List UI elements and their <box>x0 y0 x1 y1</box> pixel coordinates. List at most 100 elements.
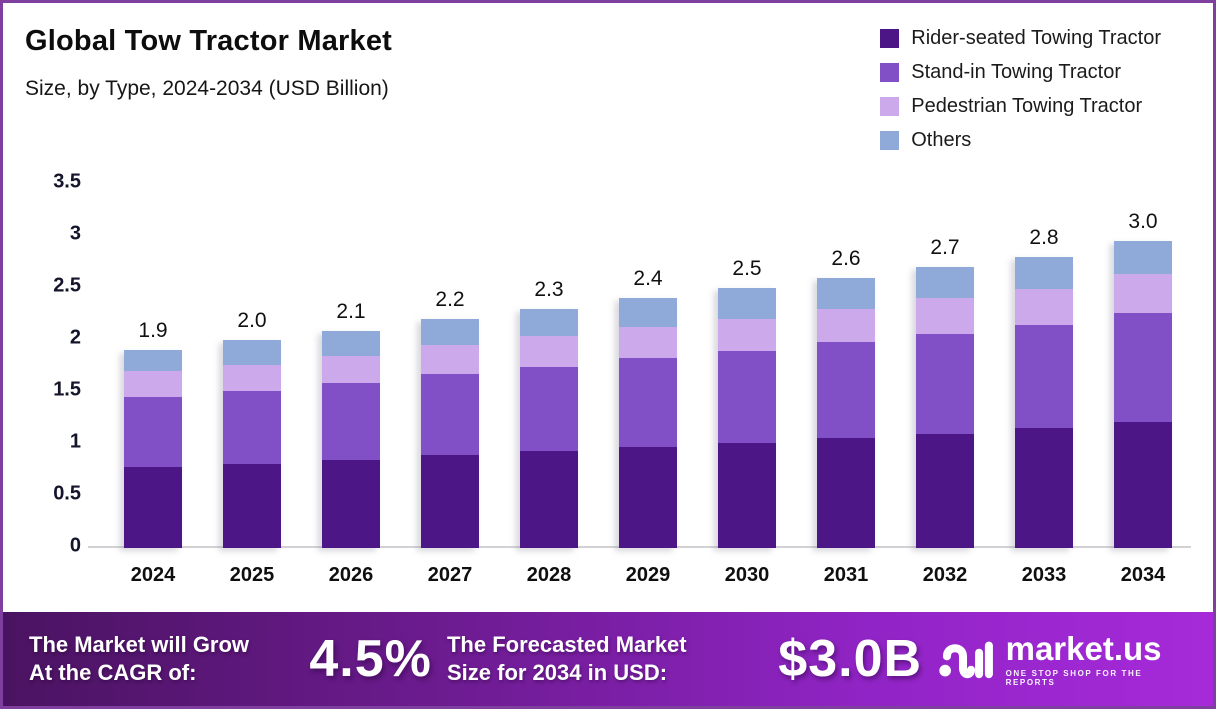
bar-segment-pedestrian <box>1015 289 1073 325</box>
x-axis-label: 2033 <box>1021 564 1067 586</box>
x-axis-label: 2030 <box>724 564 770 586</box>
bar-total-label: 3.0 <box>1128 210 1158 233</box>
forecast-value: $3.0B <box>778 630 923 688</box>
bar-stack-2033 <box>1015 257 1073 548</box>
bar-total-label: 2.6 <box>831 247 861 270</box>
bar-stack-2025 <box>223 340 281 548</box>
y-axis-tick-label: 3.5 <box>53 170 81 193</box>
bar-segment-stand-in <box>1015 324 1073 429</box>
bar-total-label: 1.9 <box>138 319 168 342</box>
bar-total-label: 2.1 <box>336 300 366 323</box>
bar-segment-pedestrian <box>322 355 380 383</box>
bar-segment-stand-in <box>421 374 479 456</box>
forecast-label: The Forecasted Market Size for 2034 in U… <box>447 631 762 687</box>
bar-total-label: 2.7 <box>930 236 960 259</box>
y-axis-tick-label: 0.5 <box>53 482 81 505</box>
x-axis-label: 2024 <box>130 564 176 586</box>
bar-segment-rider-seated <box>322 459 380 548</box>
x-axis-label: 2034 <box>1120 564 1166 586</box>
x-axis-label: 2025 <box>229 564 275 586</box>
legend-label: Others <box>911 129 972 151</box>
bar-segment-others <box>520 309 578 337</box>
brand-name: market.us <box>1005 629 1162 667</box>
bar-stack-2030 <box>718 288 776 548</box>
bar-segment-stand-in <box>223 390 281 464</box>
bar-segment-rider-seated <box>619 446 677 548</box>
page-subtitle: Size, by Type, 2024-2034 (USD Billion) <box>25 77 389 100</box>
bar-stack-2032 <box>916 267 974 548</box>
bar-total-label: 2.5 <box>732 257 762 280</box>
legend-swatch-icon <box>880 97 900 116</box>
bar-stack-2029 <box>619 298 677 548</box>
x-axis-label: 2032 <box>922 564 968 586</box>
bar-segment-rider-seated <box>520 451 578 548</box>
bar-segment-rider-seated <box>223 463 281 548</box>
cagr-label-line2: At the CAGR of: <box>29 660 197 685</box>
bar-segment-pedestrian <box>223 364 281 391</box>
market-us-logo-icon <box>939 641 994 679</box>
bar-segment-rider-seated <box>1015 428 1073 548</box>
x-axis-label: 2031 <box>823 564 869 586</box>
bar-segment-others <box>1114 241 1172 275</box>
x-axis-label: 2029 <box>625 564 671 586</box>
bar-stack-2026 <box>322 331 380 548</box>
bar-segment-stand-in <box>619 358 677 447</box>
x-axis-label: 2028 <box>526 564 572 586</box>
bar-segment-others <box>322 331 380 356</box>
y-axis-tick-label: 2.5 <box>53 274 81 297</box>
bar-segment-others <box>817 278 875 310</box>
bar-segment-stand-in <box>322 382 380 460</box>
forecast-label-line1: The Forecasted Market <box>446 631 687 657</box>
forecast-label-line2: Size for 2034 in USD: <box>446 660 668 685</box>
legend-swatch-icon <box>880 63 900 82</box>
chart-legend: Rider-seated Towing Tractor Stand-in Towi… <box>880 27 1161 152</box>
bar-segment-others <box>223 340 281 365</box>
bar-segment-stand-in <box>817 342 875 438</box>
legend-swatch-icon <box>880 29 900 48</box>
legend-item-stand-in: Stand-in Towing Tractor <box>880 61 1161 84</box>
legend-label: Pedestrian Towing Tractor <box>911 95 1143 117</box>
y-axis-tick-label: 2 <box>69 326 81 349</box>
bar-segment-stand-in <box>718 351 776 443</box>
bar-segment-pedestrian <box>1114 274 1172 313</box>
bar-segment-rider-seated <box>718 442 776 548</box>
bar-segment-others <box>916 267 974 299</box>
cagr-label-line1: The Market will Grow <box>29 631 250 657</box>
y-axis-tick-label: 0 <box>69 534 81 557</box>
bar-segment-stand-in <box>520 367 578 452</box>
bar-stack-2034 <box>1114 241 1172 548</box>
y-axis-tick-label: 1 <box>69 430 81 453</box>
bar-segment-pedestrian <box>124 370 182 397</box>
x-axis-label: 2026 <box>328 564 374 586</box>
legend-label: Stand-in Towing Tractor <box>911 61 1121 83</box>
page-title: Global Tow Tractor Market <box>25 25 393 57</box>
legend-label: Rider-seated Towing Tractor <box>911 27 1161 49</box>
bar-segment-pedestrian <box>421 345 479 375</box>
bar-segment-pedestrian <box>718 319 776 352</box>
bar-segment-rider-seated <box>1114 422 1172 548</box>
bar-segment-pedestrian <box>916 298 974 334</box>
legend-swatch-icon <box>880 131 900 150</box>
stacked-bar-chart: 3.5 3 2.5 2 1.5 1 0.5 0 1.9 2024 2.0 2025 2.1 2026 2.2… <box>3 3 1213 613</box>
bar-segment-rider-seated <box>817 437 875 548</box>
cagr-value: 4.5% <box>309 630 432 688</box>
bar-segment-pedestrian <box>817 309 875 343</box>
bar-segment-rider-seated <box>124 466 182 548</box>
bar-total-label: 2.8 <box>1029 226 1059 249</box>
legend-item-others: Others <box>880 129 1161 152</box>
bar-stack-2024 <box>124 350 182 548</box>
legend-item-pedestrian: Pedestrian Towing Tractor <box>880 95 1161 118</box>
bar-total-label: 2.2 <box>435 288 465 311</box>
legend-item-rider-seated: Rider-seated Towing Tractor <box>880 27 1161 50</box>
y-axis-tick-label: 1.5 <box>53 378 81 401</box>
bar-segment-rider-seated <box>421 455 479 548</box>
bar-segment-others <box>1015 257 1073 290</box>
bar-segment-pedestrian <box>520 336 578 368</box>
bar-stack-2027 <box>421 319 479 548</box>
bar-segment-stand-in <box>1114 312 1172 423</box>
bar-segment-others <box>124 350 182 371</box>
footer-banner: The Market will Grow At the CAGR of: 4.5… <box>3 612 1213 706</box>
bar-segment-stand-in <box>124 396 182 467</box>
bar-stack-2031 <box>817 278 875 548</box>
